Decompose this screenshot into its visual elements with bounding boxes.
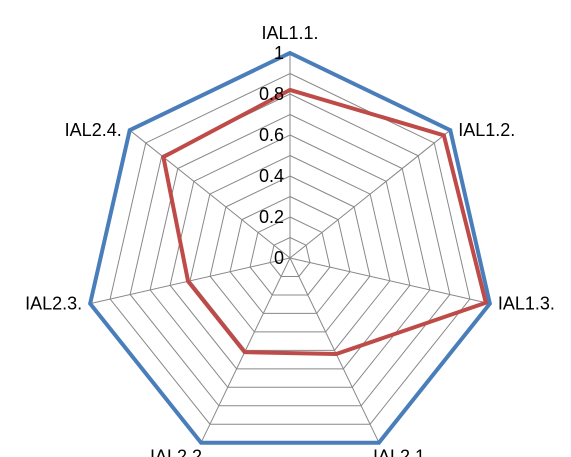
radar-axis-labels: IAL1.1. IAL1.2. IAL1.3. IAL2.1. IAL2.2. IAL2.… [25, 23, 555, 457]
tick-label: 1 [274, 43, 284, 63]
radar-series [87, 50, 493, 445]
tick-label: 0.8 [259, 84, 284, 104]
tick-label: 0.6 [259, 125, 284, 145]
axis-label: IAL2.3. [25, 294, 82, 314]
tick-label: 0 [274, 248, 284, 268]
grid-spoke [289, 257, 380, 443]
tick-label: 0.2 [259, 207, 284, 227]
axis-label: IAL1.2. [458, 120, 515, 140]
grid-ring [229, 195, 351, 314]
tick-label: 0.4 [259, 166, 284, 186]
grid-ring [189, 154, 391, 351]
radar-grid [89, 52, 491, 444]
grid-ring [209, 175, 371, 333]
axis-label: IAL2.2. [150, 447, 207, 457]
grid-ring [169, 134, 411, 370]
grid-spoke [289, 129, 451, 259]
grid-ring [269, 236, 311, 277]
grid-ring [249, 216, 331, 296]
grid-spoke [129, 129, 291, 259]
axis-label: IAL1.3. [498, 294, 555, 314]
radar-tick-labels: 0 0.2 0.4 0.6 0.8 1 [259, 43, 284, 268]
axis-label: IAL1.1. [261, 23, 318, 43]
grid-ring [109, 72, 471, 425]
axis-label: IAL2.1. [373, 447, 430, 457]
grid-ring [149, 113, 431, 388]
grid-ring [129, 93, 451, 407]
axis-label: IAL2.4. [65, 120, 122, 140]
grid-spoke [289, 257, 490, 305]
series-1-line [87, 50, 493, 445]
series-2-line [161, 87, 489, 357]
